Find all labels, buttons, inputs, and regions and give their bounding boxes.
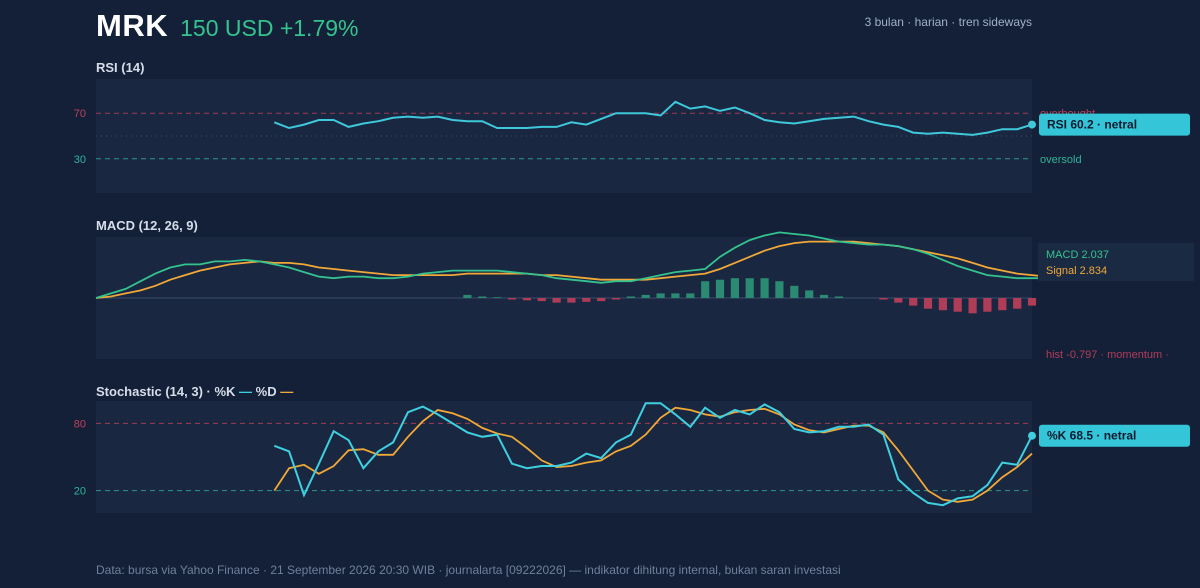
macd-hist-bar bbox=[582, 298, 591, 302]
macd-hist-bar bbox=[938, 298, 947, 311]
d-legend-label: %D bbox=[255, 384, 277, 399]
macd-hist-bar bbox=[463, 294, 472, 298]
rsi-tick-70: 70 bbox=[74, 108, 86, 120]
macd-hist-bar bbox=[552, 298, 561, 303]
macd-hist-bar bbox=[1027, 298, 1037, 306]
macd-line bbox=[95, 231, 1047, 299]
hist-value-label: hist -0.797 · momentum · bbox=[1046, 349, 1169, 361]
macd-hist-bar bbox=[1013, 298, 1022, 309]
macd-hist-bar bbox=[894, 298, 903, 303]
rsi-line bbox=[273, 100, 1033, 136]
macd-hist-bar bbox=[760, 278, 769, 298]
k-legend-mark: — bbox=[239, 384, 253, 399]
macd-hist-bar bbox=[656, 293, 665, 298]
macd-hist-bar bbox=[597, 298, 606, 302]
macd-hist-bar bbox=[968, 298, 977, 314]
stoch-tick-20: 20 bbox=[74, 486, 86, 498]
rsi-end-label-box bbox=[1039, 113, 1190, 136]
rsi-title: RSI (14) bbox=[96, 60, 145, 75]
macd-hist-bar bbox=[493, 297, 502, 298]
chart-subtitle: 3 bulan · harian · tren sideways bbox=[864, 15, 1032, 29]
macd-hist-bar bbox=[701, 281, 710, 298]
macd-hist-bar bbox=[522, 298, 531, 301]
macd-hist-bar bbox=[686, 293, 695, 298]
macd-hist-bar bbox=[567, 298, 576, 303]
header: MRK 150 USD +1.79% bbox=[96, 8, 358, 48]
signal-value-label: Signal 2.834 bbox=[1046, 265, 1107, 277]
stoch-end-label-box bbox=[1039, 424, 1190, 447]
stoch-title: Stochastic (14, 3) · %K — %D — bbox=[96, 384, 293, 399]
stoch-tick-80: 80 bbox=[74, 418, 86, 430]
macd-hist-bar bbox=[909, 298, 918, 306]
macd-hist-bar bbox=[923, 298, 933, 309]
stoch-title-text: Stochastic (14, 3) · %K bbox=[96, 384, 240, 399]
footer-source: Data: bursa via Yahoo Finance · 21 Septe… bbox=[96, 563, 841, 577]
macd-value-label: MACD 2.037 bbox=[1046, 249, 1109, 261]
macd-title: MACD (12, 26, 9) bbox=[96, 218, 198, 233]
oversold-label: oversold bbox=[1040, 154, 1082, 166]
macd-hist-bar bbox=[730, 278, 739, 298]
macd-hist-bar bbox=[478, 296, 487, 298]
macd-hist-bar bbox=[641, 294, 650, 298]
macd-hist-bar bbox=[953, 298, 962, 312]
macd-hist-bar bbox=[507, 298, 517, 300]
rsi-end-label-text: RSI 60.2 · netral bbox=[1047, 118, 1137, 132]
macd-hist-bar bbox=[983, 298, 992, 312]
macd-hist-bar bbox=[805, 290, 814, 298]
macd-hist-bar bbox=[626, 296, 635, 298]
macd-hist-bar bbox=[834, 296, 843, 298]
macd-hist-bar bbox=[879, 298, 888, 300]
rsi-end-marker bbox=[1028, 120, 1036, 129]
stoch-k-line bbox=[273, 402, 1033, 507]
ticker-symbol: MRK bbox=[96, 8, 169, 43]
macd-readout-box bbox=[1038, 243, 1194, 281]
macd-hist-bar bbox=[611, 298, 621, 300]
stoch-plot-area bbox=[96, 401, 1032, 513]
macd-hist-bar bbox=[745, 278, 754, 298]
macd-hist-bar bbox=[715, 279, 725, 298]
d-legend-mark: — bbox=[280, 384, 294, 399]
macd-hist-bar bbox=[775, 281, 784, 298]
macd-hist-bar bbox=[671, 293, 680, 298]
rsi-tick-30: 30 bbox=[74, 154, 86, 166]
macd-hist-bar bbox=[998, 298, 1007, 311]
stoch-end-label-text: %K 68.5 · netral bbox=[1047, 429, 1136, 443]
stoch-d-line bbox=[273, 406, 1033, 503]
macd-hist-bar bbox=[790, 285, 799, 298]
price-change: 150 USD +1.79% bbox=[180, 15, 359, 41]
stoch-end-marker bbox=[1028, 431, 1036, 440]
macd-hist-bar bbox=[819, 294, 829, 298]
macd-hist-bar bbox=[537, 298, 546, 302]
